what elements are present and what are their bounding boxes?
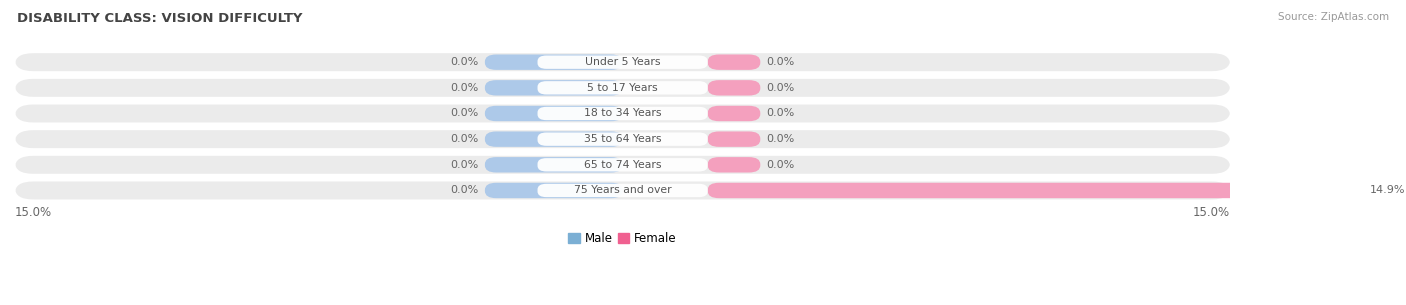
FancyBboxPatch shape [707, 106, 761, 121]
FancyBboxPatch shape [485, 131, 623, 147]
FancyBboxPatch shape [707, 55, 761, 70]
FancyBboxPatch shape [485, 80, 623, 95]
FancyBboxPatch shape [485, 55, 623, 70]
Text: 65 to 74 Years: 65 to 74 Years [583, 160, 661, 170]
Text: 0.0%: 0.0% [450, 185, 479, 196]
Text: 18 to 34 Years: 18 to 34 Years [583, 109, 661, 119]
Text: 35 to 64 Years: 35 to 64 Years [583, 134, 661, 144]
FancyBboxPatch shape [15, 53, 1230, 71]
FancyBboxPatch shape [15, 156, 1230, 174]
Text: 0.0%: 0.0% [766, 83, 794, 93]
FancyBboxPatch shape [707, 80, 761, 95]
FancyBboxPatch shape [537, 184, 707, 197]
Text: 0.0%: 0.0% [766, 57, 794, 67]
FancyBboxPatch shape [15, 105, 1230, 123]
FancyBboxPatch shape [707, 183, 1364, 198]
FancyBboxPatch shape [537, 158, 707, 171]
Text: 14.9%: 14.9% [1369, 185, 1406, 196]
Text: 15.0%: 15.0% [1194, 206, 1230, 219]
FancyBboxPatch shape [485, 183, 623, 198]
Text: 15.0%: 15.0% [15, 206, 52, 219]
FancyBboxPatch shape [485, 157, 623, 173]
Text: 0.0%: 0.0% [450, 109, 479, 119]
Text: 0.0%: 0.0% [450, 83, 479, 93]
Text: 0.0%: 0.0% [766, 109, 794, 119]
FancyBboxPatch shape [485, 106, 623, 121]
FancyBboxPatch shape [707, 131, 761, 147]
FancyBboxPatch shape [537, 107, 707, 120]
Text: 0.0%: 0.0% [450, 57, 479, 67]
Text: Under 5 Years: Under 5 Years [585, 57, 661, 67]
FancyBboxPatch shape [537, 56, 707, 69]
FancyBboxPatch shape [15, 79, 1230, 97]
Text: 5 to 17 Years: 5 to 17 Years [588, 83, 658, 93]
Text: DISABILITY CLASS: VISION DIFFICULTY: DISABILITY CLASS: VISION DIFFICULTY [17, 12, 302, 25]
FancyBboxPatch shape [15, 130, 1230, 148]
FancyBboxPatch shape [537, 81, 707, 95]
Legend: Male, Female: Male, Female [564, 227, 682, 250]
FancyBboxPatch shape [707, 157, 761, 173]
Text: 0.0%: 0.0% [766, 134, 794, 144]
Text: 0.0%: 0.0% [450, 160, 479, 170]
Text: 0.0%: 0.0% [450, 134, 479, 144]
FancyBboxPatch shape [537, 132, 707, 146]
Text: 0.0%: 0.0% [766, 160, 794, 170]
Text: 75 Years and over: 75 Years and over [574, 185, 672, 196]
Text: Source: ZipAtlas.com: Source: ZipAtlas.com [1278, 12, 1389, 22]
FancyBboxPatch shape [15, 181, 1230, 199]
